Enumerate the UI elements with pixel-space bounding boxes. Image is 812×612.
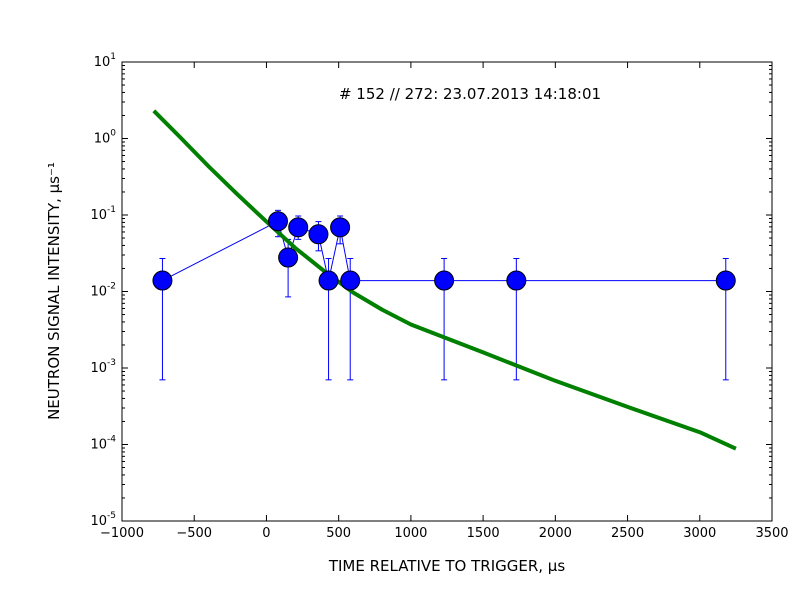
chart-annotation: # 152 // 272: 23.07.2013 14:18:01 — [339, 85, 601, 103]
y-tick-label: 100 — [94, 129, 117, 147]
data-point — [330, 217, 351, 238]
data-point — [434, 270, 455, 291]
x-tick-label: 0 — [262, 526, 270, 541]
x-tick-label: 500 — [326, 526, 351, 541]
x-tick-label: −500 — [176, 526, 212, 541]
y-tick-label: 10-3 — [90, 358, 116, 376]
tick-layer — [121, 61, 773, 522]
data-point — [715, 270, 736, 291]
data-point — [268, 211, 288, 232]
tick-label-layer: −1000 −500 0 500 1000 1500 2000 2500 3000 3500 10-… — [90, 52, 788, 541]
data-point — [288, 217, 309, 238]
data-point — [340, 270, 361, 291]
data-point — [278, 247, 299, 268]
data-point — [308, 224, 329, 245]
data-point — [318, 270, 339, 291]
x-tick-label: −1000 — [100, 526, 144, 541]
y-tick-label: 10-4 — [90, 435, 116, 453]
x-axis-title: TIME RELATIVE TO TRIGGER, μs — [328, 557, 566, 575]
y-tick-label: 10-1 — [90, 205, 116, 223]
y-axis-title: NEUTRON SIGNAL INTENSITY, μs⁻¹ — [45, 162, 63, 420]
errorbar-layer — [159, 209, 729, 381]
model-curve-line — [152, 109, 737, 451]
marker-layer — [152, 211, 736, 291]
x-tick-label: 3500 — [755, 526, 788, 541]
x-tick-label: 2000 — [539, 526, 572, 541]
x-tick-label: 1000 — [394, 526, 427, 541]
x-tick-label: 3000 — [683, 526, 716, 541]
y-tick-label: 10-5 — [90, 511, 116, 529]
data-point — [506, 270, 527, 291]
y-tick-label: 10-2 — [90, 282, 116, 300]
data-point — [152, 270, 173, 291]
y-tick-label: 101 — [94, 52, 116, 70]
plot-frame — [121, 61, 773, 522]
x-tick-label: 2500 — [611, 526, 644, 541]
x-tick-label: 1500 — [467, 526, 500, 541]
